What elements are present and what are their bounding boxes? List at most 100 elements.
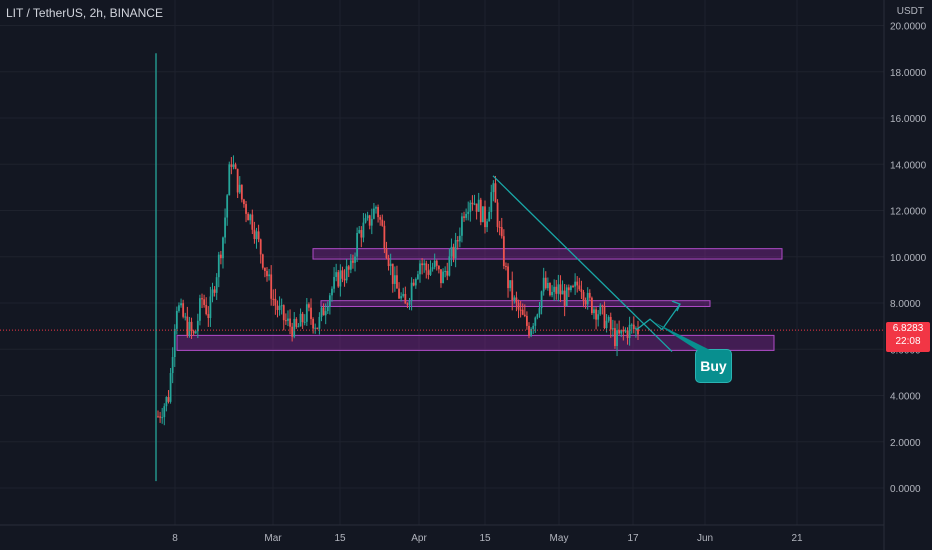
candle-body bbox=[375, 207, 377, 209]
candle-countdown: 22:08 bbox=[895, 336, 921, 347]
candle-body bbox=[372, 208, 375, 219]
price-zone bbox=[320, 300, 711, 307]
candle-body bbox=[611, 328, 614, 330]
candle-body bbox=[481, 206, 484, 223]
candle-body bbox=[609, 316, 612, 330]
candle-body bbox=[637, 328, 639, 335]
candle-body bbox=[475, 203, 478, 212]
candle-body bbox=[437, 265, 440, 270]
candle-body bbox=[601, 305, 604, 307]
candle-body bbox=[626, 330, 629, 338]
candle-body bbox=[574, 281, 577, 287]
candle-body bbox=[312, 318, 315, 329]
candle-body bbox=[567, 287, 570, 291]
candle-body bbox=[435, 260, 438, 266]
candle-body bbox=[268, 274, 270, 277]
candle-body bbox=[243, 199, 245, 205]
candle-body bbox=[331, 288, 333, 296]
candle-body bbox=[207, 314, 210, 318]
candle-body bbox=[408, 300, 411, 305]
candle-body bbox=[440, 269, 442, 284]
candle-body bbox=[201, 298, 203, 300]
candle-body bbox=[582, 292, 585, 301]
candle-body bbox=[513, 297, 516, 301]
candle-body bbox=[240, 184, 243, 200]
projection-line bbox=[635, 303, 681, 331]
buy-callout[interactable]: Buy bbox=[695, 349, 732, 383]
candle-body bbox=[322, 307, 325, 316]
candle-body bbox=[270, 274, 273, 299]
candle-body bbox=[526, 315, 528, 326]
candle-body bbox=[393, 275, 396, 284]
candle-body bbox=[226, 195, 229, 218]
candle-body bbox=[316, 327, 319, 329]
candle-body bbox=[628, 324, 631, 338]
candle-body bbox=[297, 326, 300, 328]
candle-body bbox=[618, 330, 621, 334]
y-tick-label: 8.0000 bbox=[890, 299, 921, 310]
candle-body bbox=[410, 282, 413, 301]
candle-body bbox=[584, 300, 587, 305]
candle-body bbox=[163, 406, 166, 418]
candle-body bbox=[182, 303, 185, 317]
candle-body bbox=[576, 281, 579, 286]
candle-body bbox=[532, 325, 535, 329]
x-tick-label: 15 bbox=[479, 533, 491, 544]
candle-body bbox=[308, 304, 310, 308]
candle-body bbox=[314, 327, 317, 329]
candle-body bbox=[257, 231, 260, 240]
candle-body bbox=[492, 183, 495, 193]
candle-body bbox=[305, 304, 308, 322]
candle-body bbox=[563, 290, 566, 306]
candle-body bbox=[431, 267, 434, 270]
projection-arrowhead bbox=[671, 300, 681, 312]
y-tick-label: 4.0000 bbox=[890, 392, 921, 403]
candle-body bbox=[511, 280, 514, 301]
candle-body bbox=[555, 286, 558, 294]
candle-body bbox=[635, 328, 637, 330]
candle-body bbox=[578, 285, 581, 290]
candle-body bbox=[517, 302, 520, 310]
candle-body bbox=[417, 274, 419, 279]
candle-body bbox=[448, 256, 451, 276]
candle-body bbox=[234, 164, 237, 169]
candle-body bbox=[593, 309, 595, 314]
candle-body bbox=[370, 218, 373, 226]
candle-body bbox=[194, 331, 197, 334]
candle-body bbox=[542, 277, 545, 292]
candle-body bbox=[507, 266, 509, 289]
candle-body bbox=[387, 258, 390, 267]
y-tick-label: 12.0000 bbox=[890, 207, 927, 218]
chart-title[interactable]: LIT / TetherUS, 2h, BINANCE bbox=[6, 6, 163, 20]
candle-body bbox=[379, 217, 382, 220]
y-tick-label: 2.0000 bbox=[890, 438, 921, 449]
candle-body bbox=[616, 330, 618, 347]
support-resistance-zones bbox=[176, 248, 783, 351]
candle-body bbox=[630, 324, 633, 326]
candle-body bbox=[203, 299, 206, 305]
candle-body bbox=[521, 309, 524, 315]
candle-body bbox=[505, 266, 507, 268]
candle-body bbox=[245, 204, 247, 214]
candle-body bbox=[276, 305, 279, 311]
candle-body bbox=[352, 260, 354, 263]
candle-body bbox=[494, 183, 497, 203]
candle-body bbox=[540, 291, 543, 309]
x-axis[interactable]: 8 Mar 15 Apr 15 May 17 Jun 21 bbox=[172, 533, 803, 544]
candle-body bbox=[523, 314, 526, 316]
y-tick-label: 20.0000 bbox=[890, 22, 927, 33]
candle-body bbox=[559, 284, 562, 295]
candle-body bbox=[404, 293, 407, 304]
candle-body bbox=[465, 213, 468, 218]
candle-body bbox=[247, 213, 250, 221]
candle-body bbox=[354, 256, 356, 263]
y-axis[interactable]: 20.0000 18.0000 16.0000 14.0000 12.0000 10.00… bbox=[890, 22, 927, 496]
candle-body bbox=[484, 206, 486, 228]
candle-body bbox=[259, 239, 262, 255]
candle-body bbox=[509, 280, 512, 289]
candle-body bbox=[406, 303, 409, 305]
candle-body bbox=[458, 235, 461, 242]
candle-body bbox=[310, 307, 312, 319]
candle-body bbox=[622, 329, 625, 332]
